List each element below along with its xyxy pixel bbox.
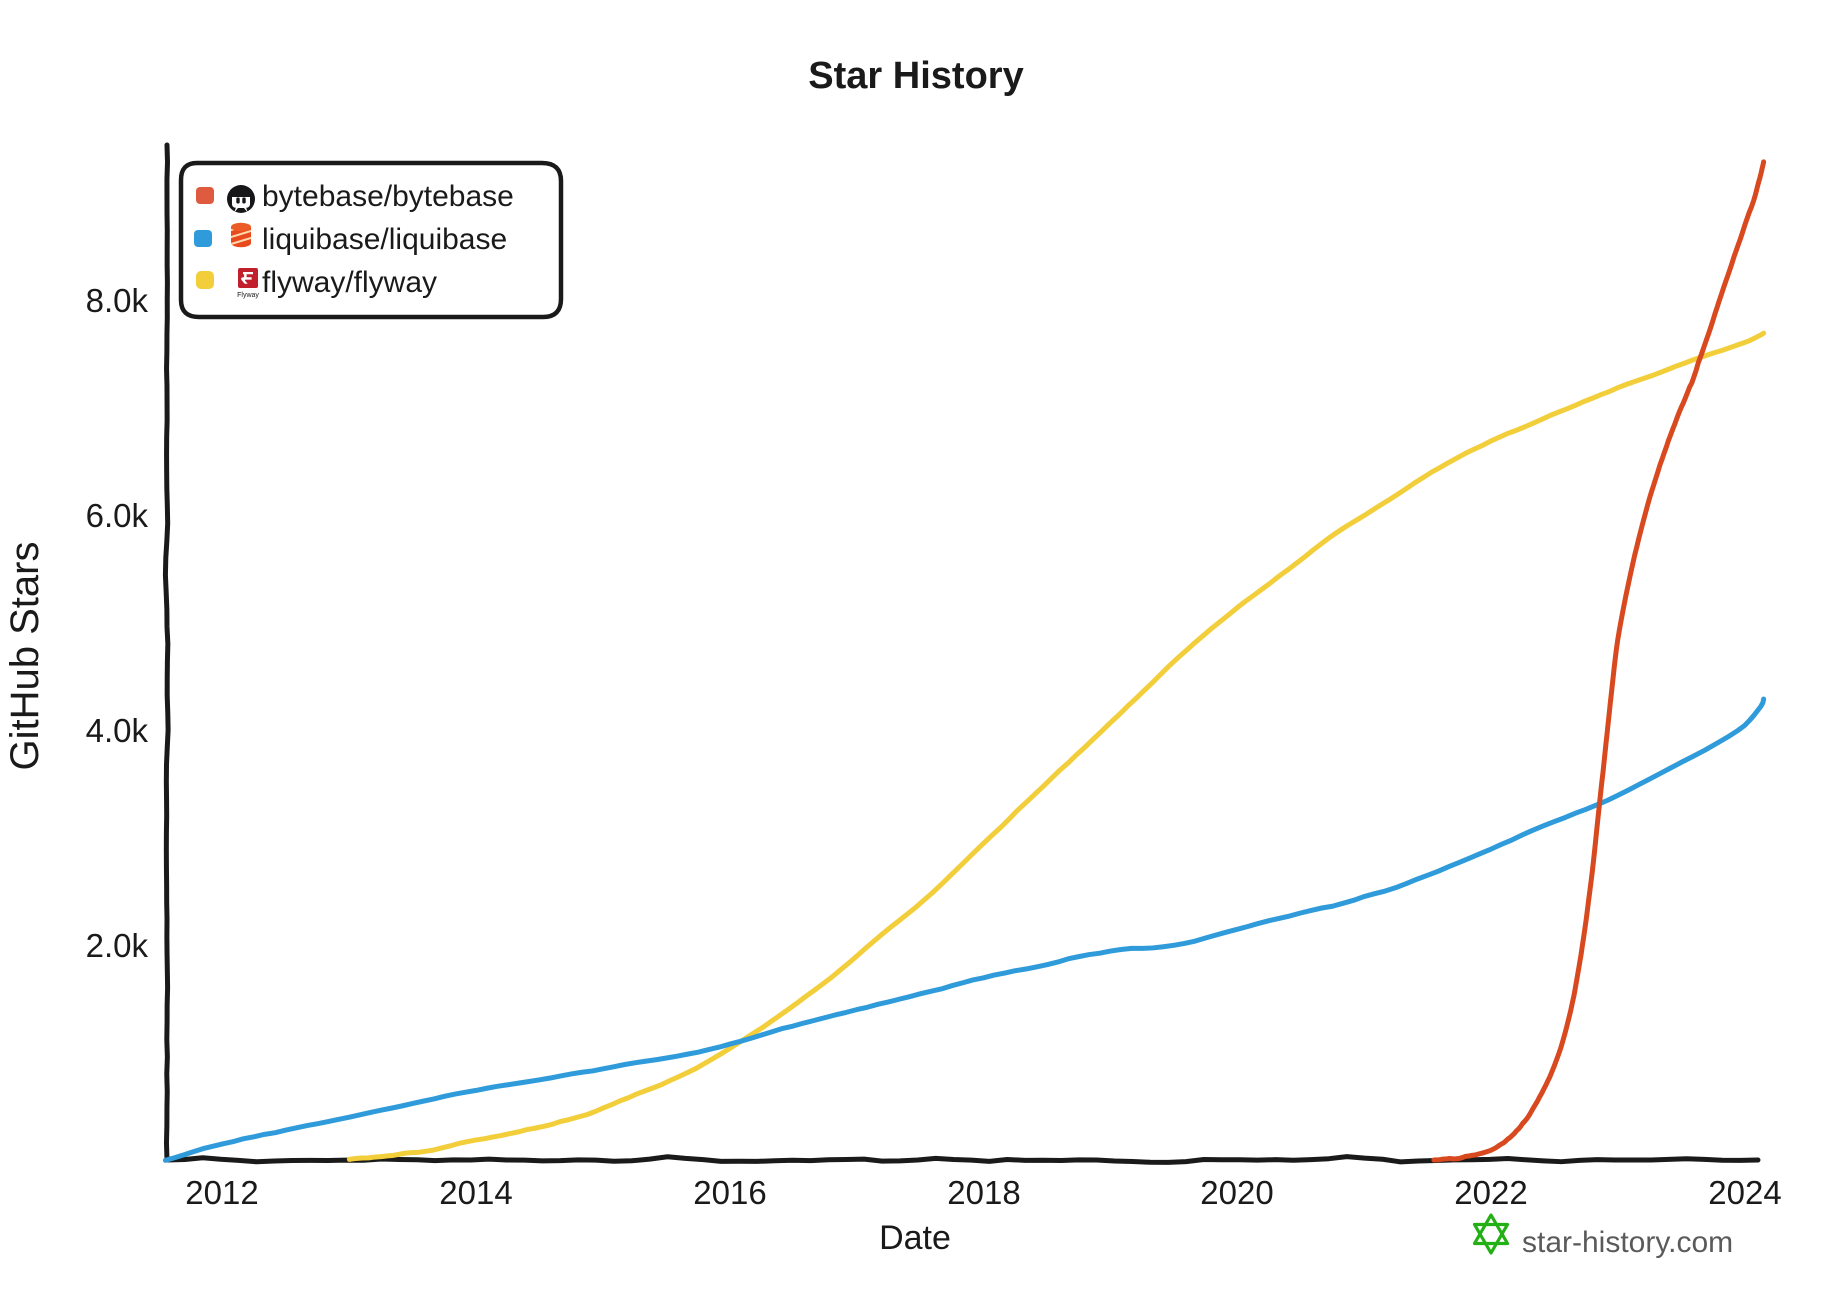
svg-text:2014: 2014: [439, 1174, 512, 1211]
svg-text:2020: 2020: [1200, 1174, 1273, 1211]
svg-text:flyway/flyway: flyway/flyway: [262, 266, 437, 299]
svg-text:liquibase/liquibase: liquibase/liquibase: [262, 223, 507, 256]
svg-text:2018: 2018: [947, 1174, 1020, 1211]
svg-text:GitHub Stars: GitHub Stars: [3, 542, 47, 771]
svg-text:2.0k: 2.0k: [86, 927, 149, 964]
svg-text:bytebase/bytebase: bytebase/bytebase: [262, 180, 514, 213]
svg-text:Flyway: Flyway: [237, 292, 259, 299]
svg-text:8.0k: 8.0k: [86, 282, 149, 319]
svg-text:6.0k: 6.0k: [86, 497, 149, 534]
svg-text:2016: 2016: [693, 1174, 766, 1211]
svg-text:2024: 2024: [1708, 1174, 1781, 1211]
svg-text:Star History: Star History: [808, 55, 1023, 97]
svg-text:2012: 2012: [185, 1174, 258, 1211]
svg-text:2022: 2022: [1454, 1174, 1527, 1211]
svg-text:star-history.com: star-history.com: [1522, 1226, 1733, 1259]
svg-text:4.0k: 4.0k: [86, 712, 149, 749]
svg-text:Date: Date: [879, 1219, 951, 1257]
